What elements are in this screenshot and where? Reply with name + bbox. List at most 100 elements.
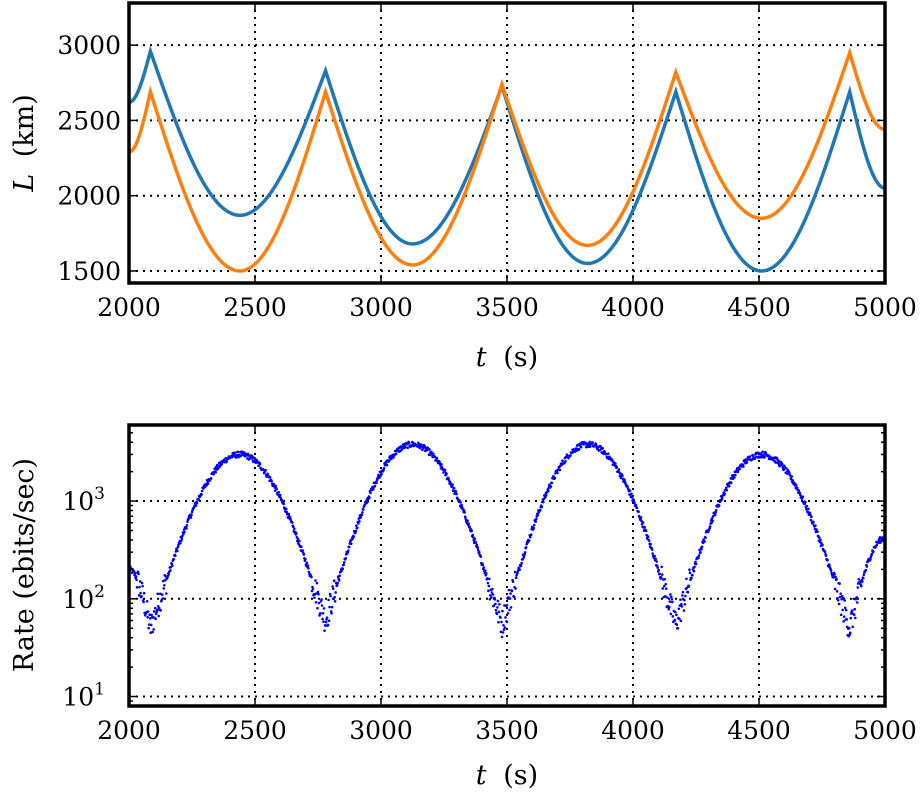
bottom-scatter-point bbox=[649, 542, 652, 546]
bottom-scatter-point bbox=[711, 519, 714, 523]
bottom-scatter-point bbox=[780, 462, 784, 466]
bottom-scatter-point bbox=[206, 482, 210, 485]
bottom-scatter-point bbox=[394, 452, 398, 456]
bottom-scatter-point bbox=[349, 542, 353, 546]
bottom-y-tick-label: 101 bbox=[62, 680, 105, 712]
bottom-scatter-point bbox=[742, 465, 745, 468]
bottom-scatter-point bbox=[445, 472, 448, 476]
bottom-scatter-point bbox=[691, 573, 694, 577]
bottom-scatter-point bbox=[816, 530, 819, 533]
bottom-scatter-point bbox=[844, 608, 848, 612]
bottom-scatter-point bbox=[808, 511, 812, 515]
bottom-scatter-point bbox=[682, 609, 686, 612]
bottom-scatter-point bbox=[452, 486, 456, 490]
bottom-scatter-point bbox=[838, 582, 841, 585]
bottom-plot-frame bbox=[127, 423, 887, 708]
bottom-y-tick-label: 102 bbox=[62, 582, 105, 614]
bottom-scatter-point bbox=[360, 513, 364, 517]
bottom-x-tick-label: 4000 bbox=[601, 716, 665, 745]
bottom-scatter-point bbox=[564, 459, 567, 463]
bottom-scatter-point bbox=[845, 618, 848, 621]
bottom-scatter-point bbox=[477, 550, 481, 554]
bottom-scatter-point bbox=[763, 456, 766, 459]
bottom-scatter-point bbox=[361, 511, 364, 514]
bottom-scatter-point bbox=[216, 467, 220, 470]
bottom-scatter-point bbox=[704, 536, 707, 539]
bottom-scatter-point bbox=[685, 586, 689, 590]
bottom-scatter-point bbox=[797, 489, 801, 492]
bottom-scatter-point bbox=[470, 529, 474, 532]
bottom-scatter-point bbox=[330, 605, 334, 609]
bottom-scatter-point bbox=[406, 446, 410, 450]
bottom-scatter-point bbox=[510, 589, 514, 593]
bottom-scatter-point bbox=[235, 453, 239, 457]
bottom-scatter-point bbox=[512, 595, 516, 599]
bottom-scatter-point bbox=[284, 507, 288, 511]
bottom-scatter-point bbox=[455, 492, 458, 496]
bottom-scatter-point bbox=[810, 515, 813, 519]
bottom-scatter-point bbox=[869, 557, 872, 561]
bottom-scatter-point bbox=[162, 583, 166, 587]
bottom-scatter-point bbox=[547, 489, 550, 493]
top-y-tick-label: 2000 bbox=[57, 182, 121, 211]
bottom-scatter-point bbox=[700, 547, 703, 551]
bottom-scatter-point bbox=[693, 565, 696, 569]
bottom-scatter-point bbox=[870, 552, 874, 556]
top-y-axis-label: L (km) bbox=[9, 94, 40, 193]
bottom-scatter-point bbox=[699, 551, 702, 554]
bottom-scatter-point bbox=[501, 609, 504, 613]
bottom-scatter-point bbox=[420, 444, 424, 447]
bottom-scatter-point bbox=[146, 615, 149, 619]
bottom-scatter-point bbox=[687, 585, 691, 588]
bottom-scatter-point bbox=[322, 607, 326, 610]
bottom-scatter-point bbox=[487, 589, 490, 593]
bottom-scatter-point bbox=[604, 452, 608, 456]
bottom-scatter-point bbox=[145, 599, 149, 603]
bottom-scatter-point bbox=[851, 625, 855, 629]
bottom-scatter-point bbox=[805, 507, 808, 511]
bottom-scatter-point bbox=[752, 454, 755, 458]
bottom-scatter-point bbox=[690, 576, 693, 580]
bottom-scatter-point bbox=[875, 543, 879, 547]
bottom-scatter-point bbox=[491, 587, 494, 591]
bottom-scatter-point bbox=[655, 560, 658, 563]
bottom-scatter-point bbox=[278, 493, 282, 497]
bottom-scatter-point bbox=[481, 563, 485, 567]
bottom-scatter-point bbox=[656, 566, 659, 569]
bottom-scatter-point bbox=[331, 587, 335, 591]
bottom-scatter-point bbox=[850, 609, 854, 612]
bottom-scatter-point bbox=[680, 602, 683, 606]
bottom-scatter-point bbox=[279, 496, 283, 500]
bottom-scatter-point bbox=[460, 503, 463, 507]
bottom-scatter-point bbox=[332, 579, 336, 582]
top-x-axis-var: t bbox=[476, 342, 487, 373]
bottom-x-axis-var: t bbox=[476, 760, 487, 791]
bottom-scatter-point bbox=[302, 553, 306, 556]
bottom-scatter-point bbox=[795, 484, 798, 487]
bottom-scatter-point bbox=[380, 472, 383, 476]
bottom-scatter-point bbox=[508, 608, 511, 612]
bottom-scatter-point bbox=[337, 579, 341, 582]
bottom-scatter-point bbox=[823, 550, 827, 554]
bottom-scatter-point bbox=[806, 510, 810, 514]
bottom-scatter-point bbox=[357, 522, 360, 525]
bottom-scatter-point bbox=[443, 469, 447, 472]
bottom-scatter-point bbox=[668, 600, 672, 603]
bottom-scatter-point bbox=[492, 604, 496, 607]
bottom-scatter-point bbox=[681, 594, 684, 597]
bottom-scatter-point bbox=[558, 468, 562, 472]
bottom-scatter-point bbox=[333, 600, 337, 603]
bottom-scatter-point bbox=[614, 462, 617, 465]
bottom-scatter-point bbox=[561, 459, 564, 463]
bottom-scatter-point bbox=[826, 558, 829, 562]
bottom-scatter-point bbox=[460, 505, 464, 509]
bottom-scatter-point bbox=[362, 508, 365, 511]
bottom-scatter-point bbox=[717, 504, 721, 508]
bottom-scatter-point bbox=[761, 450, 764, 454]
bottom-scatter-point bbox=[142, 591, 146, 595]
bottom-scatter-point bbox=[236, 450, 240, 454]
bottom-scatter-point bbox=[209, 476, 213, 480]
bottom-scatter-point bbox=[669, 593, 672, 596]
bottom-scatter-point bbox=[657, 568, 660, 572]
top-y-axis-unit: (km) bbox=[9, 94, 40, 157]
